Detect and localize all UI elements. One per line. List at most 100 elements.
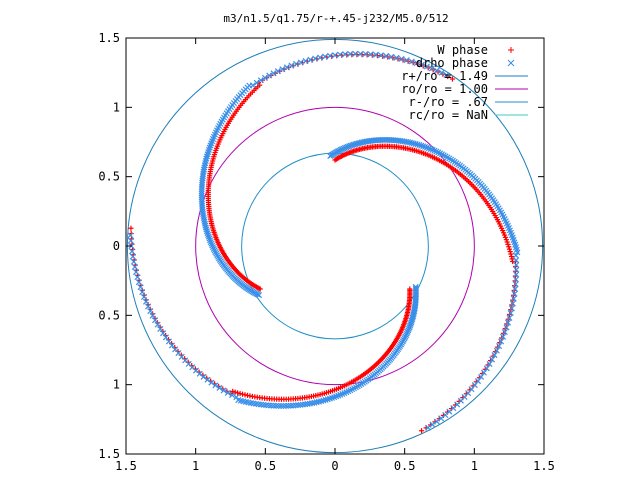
point-drho-0b24 [362, 50, 369, 58]
point-drho-0b27 [377, 52, 385, 59]
point-drho-1a26 [406, 324, 413, 331]
point-drho-1b3 [220, 387, 227, 394]
point-drho-2a58 [423, 144, 430, 151]
point-stroke [500, 213, 507, 220]
point-stroke [505, 319, 512, 326]
point-drho-2b19 [496, 343, 503, 350]
legend-marker [507, 59, 515, 67]
point-stroke [208, 379, 215, 386]
point-stroke [160, 330, 167, 337]
point-stroke [425, 145, 432, 152]
point-drho-0b3 [261, 74, 269, 81]
point-drho-2b18 [498, 338, 505, 345]
legend-label: ro/ro = 1.00 [401, 82, 488, 96]
point-stroke [295, 402, 302, 409]
point-stroke [258, 401, 265, 408]
point-drho-0b22 [352, 50, 359, 57]
point-stroke [418, 142, 425, 149]
point-stroke [205, 231, 212, 238]
point-drho-1b7 [204, 376, 211, 383]
point-stroke [510, 295, 517, 302]
point-stroke [513, 271, 520, 278]
point-drho-0b7 [279, 66, 286, 73]
point-drho-0b36 [423, 63, 430, 70]
point-stroke [255, 401, 262, 408]
point-drho-1b23 [152, 317, 159, 324]
point-stroke [398, 55, 405, 62]
point-drho-1a24 [407, 320, 414, 328]
point-stroke [493, 347, 500, 354]
point-drho-0b10 [293, 60, 300, 67]
point-drho-1b36 [129, 253, 136, 260]
point-stroke [377, 52, 385, 59]
point-drho-1b29 [139, 289, 146, 296]
y-tick-label: 1 [113, 100, 120, 114]
point-drho-1b40 [127, 232, 134, 239]
point-stroke [435, 149, 442, 156]
point-stroke [507, 229, 514, 236]
circle-2 [195, 106, 475, 386]
point-stroke [199, 175, 206, 182]
point-drho-1b4 [216, 384, 223, 391]
point-drho-0b23 [357, 50, 364, 57]
point-stroke [483, 365, 490, 372]
x-tick-label: 1.5 [115, 459, 137, 473]
point-drho-2b25 [480, 369, 488, 376]
point-drho-0a47 [205, 233, 212, 240]
point-drho-0a43 [208, 240, 215, 247]
point-stroke [285, 402, 292, 409]
point-stroke [200, 166, 207, 173]
point-w-2a111 [503, 237, 509, 243]
point-stroke [478, 373, 485, 380]
point-drho-1b17 [168, 342, 175, 349]
point-stroke [245, 399, 252, 406]
point-drho-2b21 [491, 352, 498, 359]
point-drho-0b39 [438, 69, 445, 76]
point-stroke [247, 399, 255, 406]
point-drho-2a120 [514, 249, 521, 256]
point-stroke [413, 59, 420, 67]
point-stroke [274, 68, 281, 75]
point-stroke [206, 235, 213, 242]
point-stroke [512, 241, 519, 248]
phase-points [127, 50, 521, 434]
point-drho-2b3 [513, 266, 520, 273]
x-tick-label: 1 [471, 459, 478, 473]
point-stroke [200, 373, 207, 380]
point-stroke [505, 225, 512, 232]
point-drho-1b20 [160, 330, 167, 337]
point-stroke [511, 239, 518, 246]
point-drho-0b2 [257, 77, 264, 84]
legend-label: rc/ro = NaN [409, 108, 488, 122]
point-stroke [270, 402, 277, 409]
point-stroke [162, 334, 169, 341]
point-drho-1a103 [278, 402, 285, 409]
point-stroke [302, 57, 309, 64]
point-stroke [129, 248, 136, 255]
point-drho-1a97 [292, 402, 299, 409]
point-drho-0a80 [200, 166, 207, 173]
point-stroke [196, 370, 203, 377]
point-drho-0b32 [403, 57, 410, 64]
point-drho-0b31 [398, 55, 405, 62]
point-drho-1b35 [130, 258, 137, 265]
point-drho-1b6 [208, 379, 215, 386]
point-stroke [198, 188, 205, 195]
point-stroke [442, 411, 449, 419]
point-drho-0b16 [322, 53, 329, 60]
point-drho-2b16 [501, 329, 508, 336]
point-drho-1a96 [295, 402, 302, 409]
point-stroke [506, 227, 513, 234]
point-stroke [292, 402, 299, 409]
point-stroke [129, 253, 136, 260]
point-stroke [293, 60, 300, 67]
point-stroke [192, 367, 200, 374]
x-tick-label: 1.5 [533, 459, 555, 473]
point-stroke [357, 50, 364, 57]
point-drho-2b39 [429, 421, 436, 428]
y-tick-label: 0.5 [98, 308, 120, 322]
point-drho-2b17 [500, 333, 507, 340]
point-drho-0b12 [302, 57, 309, 64]
point-drho-0b38 [433, 67, 440, 74]
point-stroke [168, 342, 175, 349]
